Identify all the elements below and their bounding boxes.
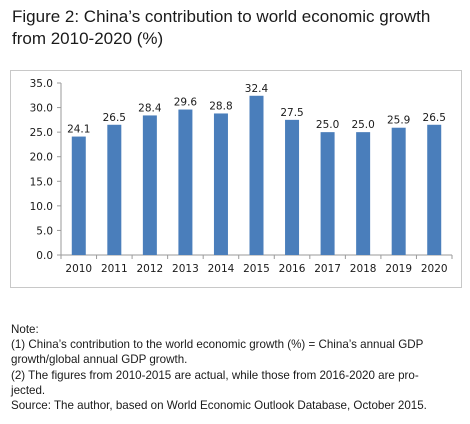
- bar-2016: [285, 119, 300, 255]
- data-label-2020: 26.5: [423, 112, 446, 124]
- note-line-1: (1) China’s contribution to the world ec…: [11, 338, 424, 352]
- figure-title-line-1: Figure 2: China’s contribution to world …: [12, 7, 431, 26]
- x-tick-label-2019: 2019: [385, 263, 412, 275]
- bar-2018: [356, 132, 371, 255]
- data-label-2015: 32.4: [245, 83, 269, 95]
- y-tick-label: 20.0: [30, 152, 53, 164]
- x-tick-label-2017: 2017: [314, 263, 341, 275]
- x-tick-label-2012: 2012: [136, 263, 163, 275]
- figure-title: Figure 2: China’s contribution to world …: [12, 6, 462, 50]
- note-line-3: (2) The figures from 2010-2015 are actua…: [11, 368, 419, 382]
- x-tick-label-2015: 2015: [243, 263, 270, 275]
- bar-2017: [320, 132, 335, 255]
- bar-2011: [107, 124, 122, 255]
- data-label-2012: 28.4: [138, 102, 162, 114]
- y-tick-label: 10.0: [30, 201, 53, 213]
- data-label-2010: 24.1: [67, 124, 90, 136]
- notes-section: Note: (1) China’s contribution to the wo…: [11, 322, 466, 413]
- bar-2014: [213, 113, 228, 255]
- data-label-2017: 25.0: [316, 119, 339, 131]
- data-label-2019: 25.9: [387, 115, 410, 127]
- note-line-4: jected.: [11, 383, 46, 397]
- data-label-2018: 25.0: [351, 119, 374, 131]
- bar-2010: [71, 136, 86, 255]
- x-tick-label-2016: 2016: [279, 263, 306, 275]
- bar-2013: [178, 109, 193, 255]
- x-tick-label-2014: 2014: [208, 263, 235, 275]
- y-tick-label: 35.0: [30, 78, 53, 90]
- x-tick-label-2010: 2010: [65, 263, 92, 275]
- source-line: Source: The author, based on World Econo…: [11, 399, 427, 413]
- bar-2015: [249, 95, 264, 255]
- figure-title-line-2: from 2010-2020 (%): [12, 29, 164, 48]
- bar-2020: [427, 124, 442, 255]
- data-label-2014: 28.8: [209, 100, 232, 112]
- data-label-2013: 29.6: [174, 97, 198, 109]
- notes-heading: Note:: [11, 323, 39, 336]
- x-tick-label-2018: 2018: [350, 263, 377, 275]
- y-tick-label: 30.0: [30, 103, 53, 115]
- x-tick-label-2011: 2011: [101, 263, 128, 275]
- bar-chart: 0.0 5.0 10.0 15.0 20.0 25.0 30.0 35.0 24.1 2010 26…: [10, 70, 462, 288]
- x-tick-label-2020: 2020: [421, 263, 448, 275]
- data-label-2011: 26.5: [103, 112, 126, 124]
- y-tick-label: 15.0: [30, 176, 53, 188]
- y-tick-label: 25.0: [30, 127, 53, 139]
- data-label-2016: 27.5: [280, 107, 303, 119]
- chart-canvas: 0.0 5.0 10.0 15.0 20.0 25.0 30.0 35.0 24.1 2010 26…: [30, 78, 453, 275]
- y-tick-label: 0.0: [36, 250, 53, 262]
- y-tick-label: 5.0: [36, 225, 53, 237]
- bar-2019: [391, 127, 406, 255]
- note-line-2: growth/global annual GDP growth.: [11, 353, 188, 367]
- x-tick-label-2013: 2013: [172, 263, 199, 275]
- bar-2012: [142, 115, 157, 255]
